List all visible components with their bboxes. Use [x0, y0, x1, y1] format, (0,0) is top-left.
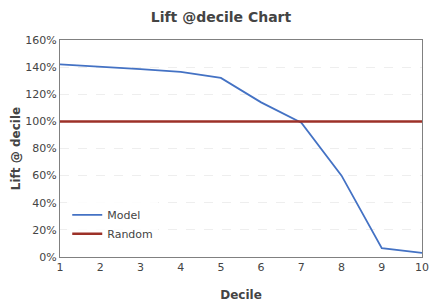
svg-text:9: 9: [378, 261, 385, 274]
svg-text:10: 10: [415, 261, 429, 274]
svg-text:60%: 60%: [32, 169, 56, 182]
svg-text:0%: 0%: [39, 251, 56, 264]
svg-text:160%: 160%: [25, 34, 56, 47]
svg-text:6: 6: [258, 261, 265, 274]
svg-text:140%: 140%: [25, 61, 56, 74]
svg-text:8: 8: [338, 261, 345, 274]
svg-text:Lift @ decile: Lift @ decile: [9, 107, 23, 190]
svg-text:7: 7: [298, 261, 305, 274]
svg-text:1: 1: [57, 261, 64, 274]
svg-text:120%: 120%: [25, 88, 56, 101]
svg-text:2: 2: [97, 261, 104, 274]
svg-text:3: 3: [137, 261, 144, 274]
svg-text:40%: 40%: [32, 197, 56, 210]
svg-text:4: 4: [177, 261, 184, 274]
svg-text:Decile: Decile: [220, 288, 262, 302]
svg-text:20%: 20%: [32, 224, 56, 237]
svg-text:100%: 100%: [25, 115, 56, 128]
svg-text:5: 5: [217, 261, 224, 274]
svg-text:80%: 80%: [32, 142, 56, 155]
svg-text:Lift @decile Chart: Lift @decile Chart: [151, 9, 292, 25]
svg-text:Random: Random: [107, 228, 153, 241]
svg-text:Model: Model: [107, 209, 140, 222]
